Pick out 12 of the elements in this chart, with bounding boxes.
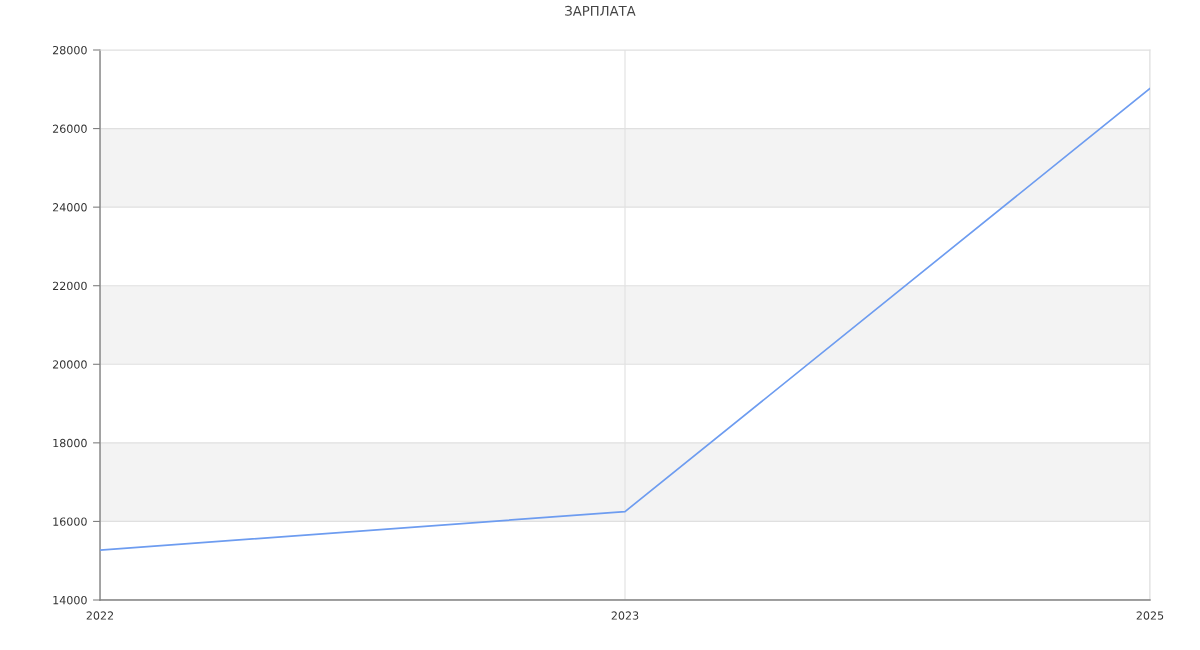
y-tick-label: 24000 (52, 203, 87, 212)
chart-title: ЗАРПЛАТА (565, 5, 636, 16)
y-tick-label: 16000 (53, 517, 87, 526)
x-tick-label: 2022 (86, 611, 114, 620)
y-tick-label: 22000 (52, 281, 87, 291)
x-tick-label: 2025 (1136, 611, 1164, 620)
y-tick-label: 20000 (52, 360, 87, 369)
y-tick-label: 26000 (52, 124, 87, 133)
x-tick-label: 2023 (611, 611, 639, 620)
y-tick-label: 18000 (53, 438, 87, 448)
y-tick-label: 28000 (52, 45, 87, 55)
y-tick-label: 14000 (53, 595, 87, 605)
